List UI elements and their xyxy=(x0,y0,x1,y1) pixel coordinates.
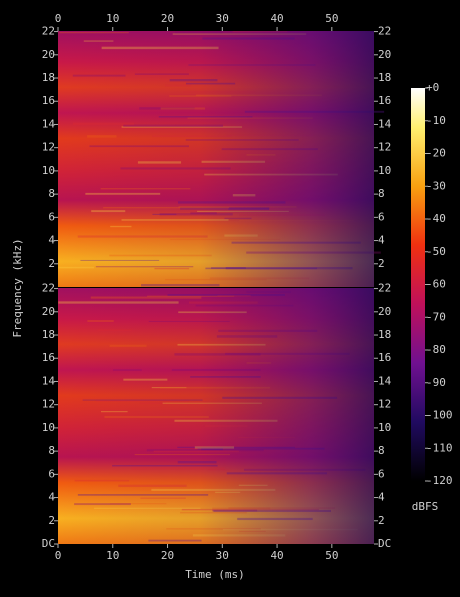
y-tick-label: 6 xyxy=(48,467,55,480)
x-tick-label: 20 xyxy=(161,12,174,25)
colorbar-tick-label: -20 xyxy=(426,147,446,160)
y-tick-label: 10 xyxy=(42,164,55,177)
y-tick-label: 22 xyxy=(378,25,391,38)
colorbar-tick-label: +0 xyxy=(426,81,439,94)
colorbar-tick-label: -40 xyxy=(426,212,446,225)
x-tick-label: 0 xyxy=(55,12,62,25)
colorbar-tick-label: -50 xyxy=(426,245,446,258)
y-tick-label: 14 xyxy=(378,374,392,387)
y-tick-label: 4 xyxy=(378,491,385,504)
fade xyxy=(58,31,374,287)
y-tick-label: DC xyxy=(42,537,55,550)
y-tick-label: 4 xyxy=(378,234,385,247)
y-axis-label: Frequency (kHz) xyxy=(11,238,24,337)
x-tick-label: 10 xyxy=(106,549,119,562)
y-tick-label: 2 xyxy=(48,514,55,527)
y-tick-label: 12 xyxy=(42,398,55,411)
y-tick-label: 2 xyxy=(378,257,385,270)
y-tick-label: 10 xyxy=(42,421,55,434)
y-tick-label: 20 xyxy=(378,48,391,61)
colorbar-tick-label: -110 xyxy=(426,441,453,454)
x-tick-label: 20 xyxy=(161,549,174,562)
y-tick-label: 4 xyxy=(48,491,55,504)
colorbar-tick-label: -100 xyxy=(426,409,453,422)
x-tick-label: 30 xyxy=(216,12,229,25)
y-tick-label: 12 xyxy=(378,398,391,411)
y-tick-label: 10 xyxy=(378,164,391,177)
x-tick-label: 0 xyxy=(55,549,62,562)
y-tick-label: 8 xyxy=(378,444,385,457)
colorbar-tick-label: -10 xyxy=(426,114,446,127)
y-tick-label: 12 xyxy=(378,141,391,154)
y-tick-label: 14 xyxy=(42,374,56,387)
y-tick-label: 2 xyxy=(48,257,55,270)
y-tick-label: 6 xyxy=(378,467,385,480)
colorbar-tick-label: -60 xyxy=(426,278,446,291)
colorbar-tick-label: -70 xyxy=(426,310,446,323)
colorbar-tick-label: -120 xyxy=(426,474,453,487)
y-tick-label: 18 xyxy=(42,328,55,341)
y-tick-label: 8 xyxy=(48,444,55,457)
y-tick-label: 18 xyxy=(378,71,391,84)
colorbar xyxy=(411,88,425,481)
y-tick-label: 22 xyxy=(378,282,391,295)
colorbar-label: dBFS xyxy=(412,500,439,513)
y-tick-label: 16 xyxy=(378,351,391,364)
y-tick-label: 16 xyxy=(42,94,55,107)
y-tick-label: 6 xyxy=(48,210,55,223)
y-tick-label: 10 xyxy=(378,421,391,434)
x-axis-label: Time (ms) xyxy=(185,568,245,581)
y-tick-label: 8 xyxy=(48,187,55,200)
colorbar-tick-label: -90 xyxy=(426,376,446,389)
x-tick-label: 40 xyxy=(270,12,283,25)
y-tick-label: 18 xyxy=(42,71,55,84)
x-tick-label: 30 xyxy=(216,549,229,562)
y-tick-label: 6 xyxy=(378,210,385,223)
y-tick-label: 4 xyxy=(48,234,55,247)
colorbar-tick-label: -30 xyxy=(426,179,446,192)
y-tick-label: 22 xyxy=(42,282,55,295)
y-tick-label: 18 xyxy=(378,328,391,341)
x-tick-label: 10 xyxy=(106,12,119,25)
x-tick-label: 50 xyxy=(325,12,338,25)
y-tick-label: 12 xyxy=(42,141,55,154)
y-tick-label: 14 xyxy=(378,117,392,130)
y-tick-label: 16 xyxy=(378,94,391,107)
x-tick-label: 50 xyxy=(325,549,338,562)
y-tick-label: 8 xyxy=(378,187,385,200)
y-tick-label: 20 xyxy=(42,305,55,318)
y-tick-label: 20 xyxy=(42,48,55,61)
y-tick-label: 22 xyxy=(42,25,55,38)
x-tick-label: 40 xyxy=(270,549,283,562)
y-tick-label: 16 xyxy=(42,351,55,364)
y-tick-label: 2 xyxy=(378,514,385,527)
y-tick-label: 14 xyxy=(42,117,56,130)
y-tick-label: 20 xyxy=(378,305,391,318)
colorbar-tick-label: -80 xyxy=(426,343,446,356)
y-tick-label: DC xyxy=(378,537,391,550)
fade xyxy=(58,288,374,544)
